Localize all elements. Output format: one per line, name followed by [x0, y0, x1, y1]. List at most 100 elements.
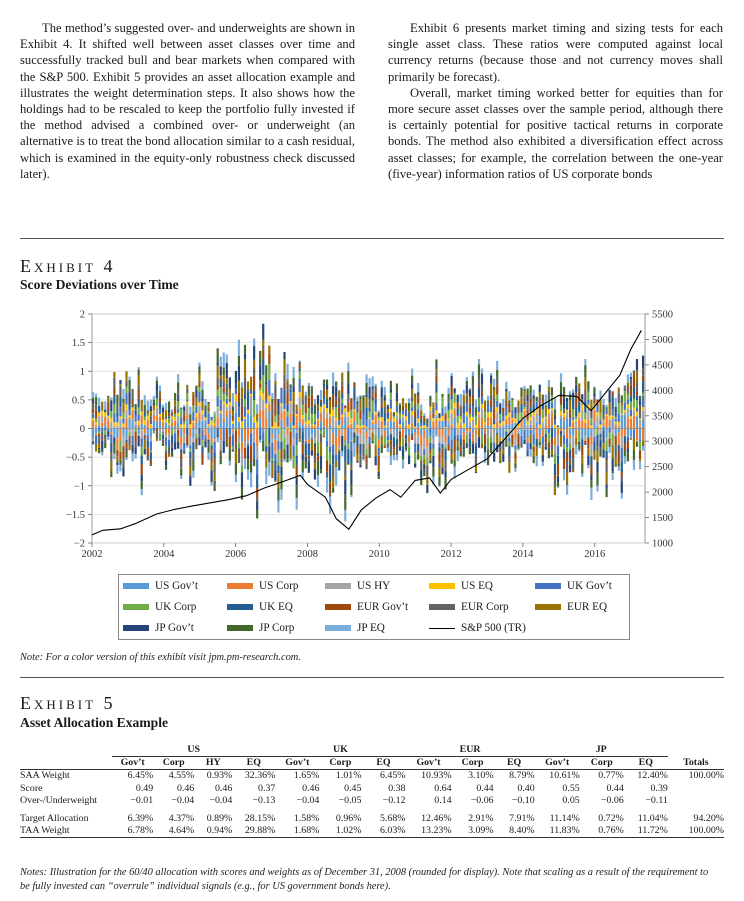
- bar-segment: [289, 384, 292, 386]
- table-cell: 10.61%: [549, 770, 580, 782]
- bar-segment: [98, 430, 101, 435]
- bar-segment: [161, 404, 165, 408]
- bar-segment: [593, 387, 596, 394]
- bar-segment: [101, 427, 104, 429]
- x-tick-label: 2002: [82, 549, 103, 560]
- bar-segment: [365, 397, 368, 408]
- bar-segment: [183, 411, 186, 416]
- bar-segment: [259, 435, 262, 439]
- bar-segment: [562, 444, 566, 450]
- bar-segment: [532, 398, 535, 404]
- bar-segment: [192, 422, 195, 429]
- bar-segment: [614, 457, 617, 465]
- bar-segment: [134, 410, 137, 416]
- bar-segment: [611, 428, 614, 434]
- bar-segment: [149, 416, 152, 425]
- bar-segment: [347, 424, 350, 429]
- bar-segment: [180, 408, 183, 418]
- bar-segment: [335, 454, 338, 461]
- bar-segment: [210, 470, 213, 482]
- bar-segment: [459, 422, 462, 426]
- bar-segment: [380, 421, 383, 429]
- bar-segment: [243, 399, 247, 407]
- bar-segment: [487, 458, 490, 466]
- bar-segment: [629, 396, 632, 402]
- bar-segment: [246, 445, 250, 447]
- bar-segment: [514, 452, 517, 454]
- bar-segment: [192, 428, 195, 439]
- bar-segment: [493, 390, 496, 398]
- bar-segment: [341, 398, 344, 403]
- bar-segment: [110, 461, 113, 472]
- bar-segment: [417, 453, 420, 455]
- bar-segment: [553, 463, 557, 476]
- bar-segment: [228, 436, 231, 450]
- bar-segment: [511, 428, 514, 435]
- bar-segment: [256, 422, 259, 429]
- bar-segment: [623, 428, 626, 437]
- bar-segment: [438, 428, 441, 438]
- bar-segment: [125, 457, 128, 460]
- bar-segment: [480, 417, 484, 429]
- bar-segment: [389, 392, 392, 400]
- bar-segment: [195, 443, 198, 449]
- bar-segment: [377, 447, 380, 456]
- bar-segment: [496, 412, 499, 422]
- bar-segment: [177, 422, 180, 429]
- bar-segment: [617, 432, 620, 446]
- column-header: Totals: [667, 756, 724, 771]
- bar-segment: [155, 398, 158, 407]
- bar-segment: [398, 413, 402, 419]
- bar-segment: [395, 383, 399, 393]
- bar-segment: [113, 422, 116, 427]
- bar-segment: [277, 426, 280, 429]
- bar-segment: [180, 407, 183, 409]
- bar-segment: [122, 446, 125, 458]
- bar-segment: [444, 477, 447, 490]
- bar-segment: [253, 428, 256, 430]
- bar-segment: [192, 391, 195, 395]
- bar-segment: [641, 407, 645, 411]
- bar-segment: [225, 378, 228, 384]
- bar-segment: [614, 418, 617, 422]
- bar-segment: [605, 488, 608, 498]
- bar-segment: [210, 425, 213, 429]
- bar-segment: [377, 413, 380, 417]
- column-header: EQ: [232, 756, 276, 771]
- bar-segment: [246, 443, 250, 446]
- bar-segment: [146, 420, 149, 429]
- bar-segment: [119, 451, 122, 460]
- bar-segment: [617, 392, 620, 404]
- bar-segment: [368, 400, 371, 408]
- bar-segment: [553, 453, 557, 464]
- bar-segment: [605, 484, 608, 489]
- bar-segment: [480, 404, 484, 409]
- bar-segment: [347, 464, 350, 465]
- bar-segment: [216, 437, 219, 443]
- bar-segment: [404, 403, 408, 409]
- bar-segment: [113, 442, 116, 454]
- bar-segment: [374, 456, 377, 466]
- bar-segment: [146, 455, 149, 460]
- bar-segment: [411, 428, 414, 434]
- bar-segment: [295, 428, 298, 431]
- bar-segment: [164, 460, 168, 466]
- bar-segment: [286, 434, 289, 445]
- bar-segment: [517, 406, 520, 414]
- bar-segment: [423, 455, 426, 459]
- bar-segment: [508, 412, 511, 417]
- bar-segment: [152, 428, 155, 432]
- bar-segment: [268, 353, 271, 364]
- bar-segment: [569, 435, 572, 439]
- bar-segment: [277, 421, 280, 427]
- bar-segment: [404, 425, 408, 429]
- bar-segment: [304, 456, 307, 461]
- bar-segment: [520, 404, 523, 413]
- y-tick-label: −2: [74, 539, 85, 550]
- bar-segment: [198, 420, 201, 429]
- bar-segment: [222, 393, 225, 402]
- bar-segment: [496, 400, 499, 408]
- row-label: Target Allocation: [20, 813, 89, 825]
- bar-segment: [161, 439, 165, 444]
- bar-segment: [590, 423, 593, 426]
